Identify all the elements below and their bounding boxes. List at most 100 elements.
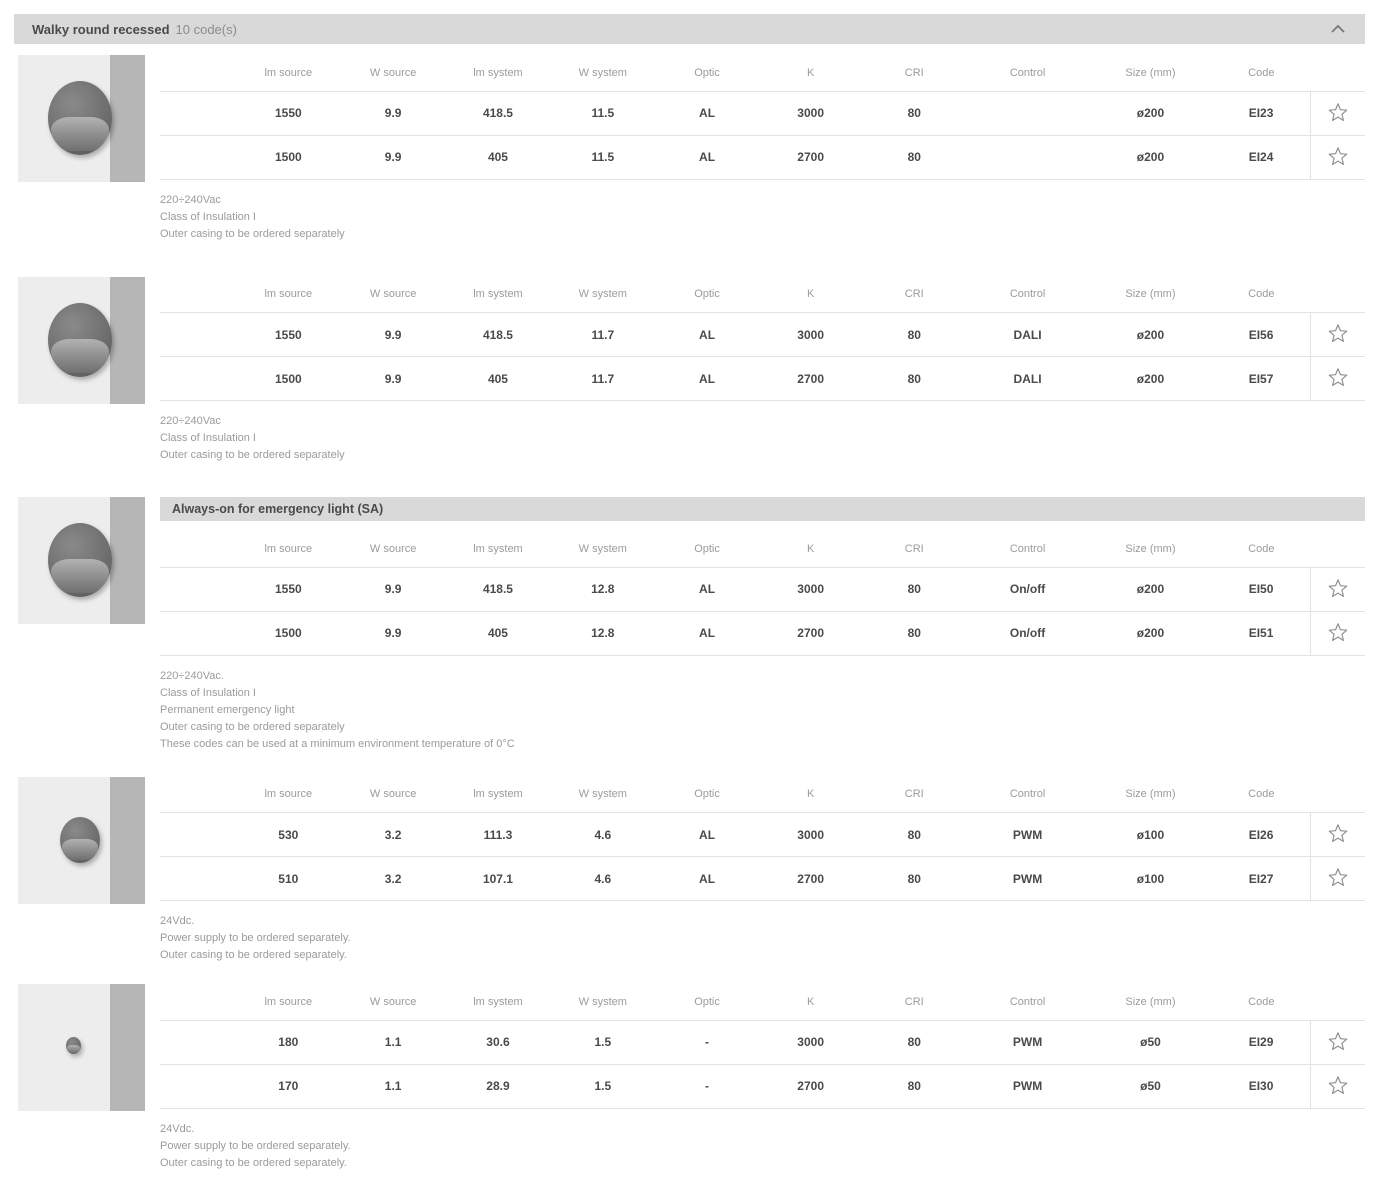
col-header-lm-system: lm system <box>473 66 523 79</box>
cell-cri: 80 <box>862 856 967 901</box>
cell-w-source: 3.2 <box>340 812 446 857</box>
col-header-size: Size (mm) <box>1125 542 1176 555</box>
favorite-button[interactable] <box>1325 865 1351 891</box>
col-header-k: K <box>806 995 815 1008</box>
col-header-lm-source: lm source <box>264 788 313 801</box>
cell-cri: 80 <box>862 90 967 135</box>
col-header-w-source: W source <box>369 66 417 79</box>
cell-optic: AL <box>655 610 759 656</box>
note-line: Outer casing to be ordered separately. <box>160 1156 347 1169</box>
favorite-button[interactable] <box>1325 1073 1351 1099</box>
cell-k: 2700 <box>758 856 863 901</box>
spacer-cell <box>160 277 236 313</box>
col-header-lm-source: lm source <box>264 66 313 79</box>
luminaire-round-icon <box>48 81 112 155</box>
cell-optic: AL <box>655 812 759 857</box>
cell-control: On/off <box>966 566 1089 611</box>
codes-count: 10 code(s) <box>175 21 237 37</box>
col-header-w-system: W system <box>578 66 627 79</box>
favorite-cell <box>1310 1063 1365 1109</box>
product-variant-section: lm source W source lm system W system Op… <box>14 984 1365 1172</box>
col-header-cri: CRI <box>904 995 924 1008</box>
table-row: 510 3.2 107.1 4.6 AL 2700 80 PWM ø100 EI… <box>160 856 1365 901</box>
col-header-cri: CRI <box>904 66 924 79</box>
cell-size: ø200 <box>1089 90 1212 135</box>
favorite-cell <box>1310 856 1365 901</box>
note-line: Outer casing to be ordered separately <box>160 449 345 461</box>
col-header-w-source: W source <box>369 288 417 301</box>
spacer-cell <box>160 90 236 135</box>
note-line: Permanent emergency light <box>160 703 295 716</box>
favorite-button[interactable] <box>1325 576 1351 602</box>
spec-table: lm source W source lm system W system Op… <box>160 777 1365 901</box>
cell-code: EI51 <box>1211 610 1311 656</box>
star-outline-icon <box>1328 1075 1348 1094</box>
table-row: 1500 9.9 405 11.7 AL 2700 80 DALI ø200 E… <box>160 356 1365 401</box>
favorite-button[interactable] <box>1325 620 1351 646</box>
star-outline-icon <box>1328 1031 1348 1050</box>
product-thumbnail <box>18 276 145 404</box>
cell-w-system: 11.7 <box>550 312 656 357</box>
col-header-code: Code <box>1248 66 1275 79</box>
col-header-control: Control <box>1009 66 1046 79</box>
cell-code: EI23 <box>1211 90 1311 135</box>
col-header-code: Code <box>1248 995 1275 1008</box>
cell-w-source: 1.1 <box>340 1019 446 1064</box>
note-line: 220÷240Vac. <box>160 669 224 682</box>
cell-w-system: 11.5 <box>550 134 656 180</box>
note-line: These codes can be used at a minimum env… <box>160 737 515 750</box>
cell-k: 3000 <box>758 90 863 135</box>
favorite-button[interactable] <box>1325 365 1351 391</box>
spacer-cell <box>160 55 236 91</box>
col-header-optic: Optic <box>694 66 720 79</box>
col-header-optic: Optic <box>694 288 720 301</box>
favorite-button[interactable] <box>1325 1029 1351 1055</box>
collapse-section-button[interactable] <box>1327 18 1349 40</box>
spacer-cell <box>160 610 236 656</box>
favorite-button[interactable] <box>1325 144 1351 170</box>
cell-code: EI30 <box>1211 1063 1311 1109</box>
cell-w-source: 9.9 <box>340 90 446 135</box>
col-header-size: Size (mm) <box>1125 788 1176 801</box>
col-header-lm-source: lm source <box>264 288 313 301</box>
spacer-cell <box>160 566 236 611</box>
cell-w-system: 1.5 <box>550 1063 656 1109</box>
cell-lm-system: 111.3 <box>445 812 551 857</box>
column-header-row: lm source W source lm system W system Op… <box>160 531 1365 567</box>
cell-cri: 80 <box>862 312 967 357</box>
cell-code: EI27 <box>1211 856 1311 901</box>
favorite-button[interactable] <box>1325 100 1351 126</box>
cell-cri: 80 <box>862 1063 967 1109</box>
col-header-control: Control <box>1009 288 1046 301</box>
cell-w-source: 9.9 <box>340 610 446 656</box>
cell-k: 2700 <box>758 610 863 656</box>
col-header-w-system: W system <box>578 788 627 801</box>
spacer-cell <box>160 134 236 180</box>
page-title: Walky round recessed <box>32 21 170 37</box>
cell-size: ø200 <box>1089 610 1212 656</box>
cell-lm-source: 1550 <box>235 566 341 611</box>
favorite-button[interactable] <box>1325 321 1351 347</box>
footnotes: 24Vdc. Power supply to be ordered separa… <box>160 1121 1365 1172</box>
col-header-favorite <box>1311 777 1365 813</box>
col-header-code: Code <box>1248 288 1275 301</box>
cell-lm-source: 1500 <box>235 134 341 180</box>
cell-code: EI56 <box>1211 312 1311 357</box>
cell-lm-system: 405 <box>445 356 551 401</box>
cell-cri: 80 <box>862 566 967 611</box>
cell-code: EI26 <box>1211 812 1311 857</box>
footnotes: 220÷240Vac Class of Insulation I Outer c… <box>160 413 1365 464</box>
star-outline-icon <box>1328 824 1348 843</box>
note-line: Class of Insulation I <box>160 432 256 444</box>
note-line: 24Vdc. <box>160 1122 195 1135</box>
column-header-row: lm source W source lm system W system Op… <box>160 55 1365 91</box>
favorite-cell <box>1310 90 1365 135</box>
product-family-header[interactable]: Walky round recessed 10 code(s) <box>14 14 1365 44</box>
cell-size: ø200 <box>1089 356 1212 401</box>
cell-w-system: 11.5 <box>550 90 656 135</box>
cell-optic: AL <box>655 856 759 901</box>
cell-size: ø100 <box>1089 812 1212 857</box>
favorite-button[interactable] <box>1325 821 1351 847</box>
spacer-cell <box>160 777 236 813</box>
note-line: Power supply to be ordered separately. <box>160 1139 351 1152</box>
